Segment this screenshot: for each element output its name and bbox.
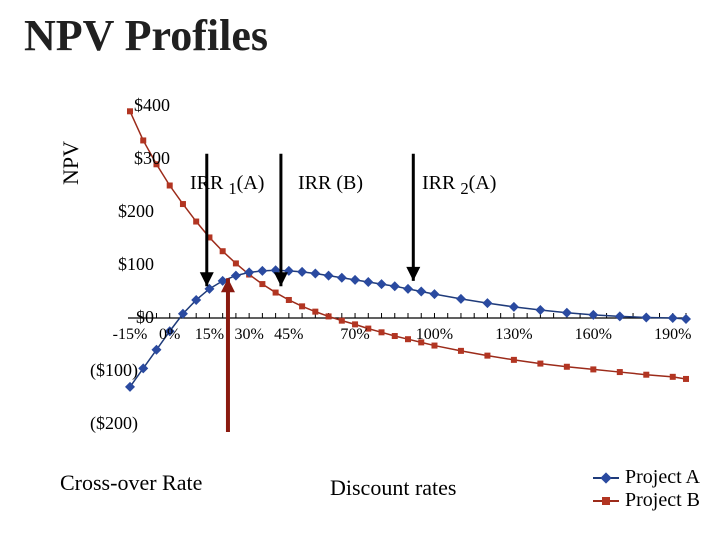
crossover-label: Cross-over Rate <box>60 470 202 496</box>
xaxis-label: Discount rates <box>330 475 456 501</box>
legend-label-b: Project B <box>625 489 700 512</box>
page-title: NPV Profiles <box>24 10 268 61</box>
ytick-100: $100 <box>74 254 154 275</box>
irr2a-label: IRR 2(A) <box>422 172 496 199</box>
irr1a-label: IRR 1(A) <box>190 172 264 199</box>
legend-swatch-b <box>593 495 619 507</box>
legend-label-a: Project A <box>625 466 700 489</box>
slide: NPV Profiles NPV $400 $300 $200 $100 $0 … <box>0 0 720 540</box>
xtick-5: 70% <box>340 326 369 344</box>
irrb-text: IRR (B) <box>298 172 363 194</box>
ytick-n200: ($200) <box>58 413 138 434</box>
xtick-4: 45% <box>274 326 303 344</box>
irrb-label: IRR (B) <box>298 172 363 195</box>
xtick-3: 30% <box>234 326 263 344</box>
xtick-2: 15% <box>195 326 224 344</box>
irr1a-text: IRR 1(A) <box>190 172 264 194</box>
ytick-400: $400 <box>90 95 170 116</box>
ytick-300: $300 <box>90 148 170 169</box>
ytick-0: $0 <box>74 307 154 328</box>
irr2a-text: IRR 2(A) <box>422 172 496 194</box>
xtick-1: 0% <box>159 326 180 344</box>
legend: Project A Project B <box>593 466 700 512</box>
legend-swatch-a <box>593 472 619 484</box>
xtick-7: 130% <box>495 326 532 344</box>
ytick-n100: ($100) <box>58 360 138 381</box>
npv-chart: $400 $300 $200 $100 $0 ($100) ($200) -15… <box>60 100 690 430</box>
xtick-0: -15% <box>113 326 148 344</box>
xtick-6: 100% <box>416 326 453 344</box>
xtick-9: 190% <box>654 326 691 344</box>
legend-row-a: Project A <box>593 466 700 489</box>
xtick-8: 160% <box>575 326 612 344</box>
legend-row-b: Project B <box>593 489 700 512</box>
ytick-200: $200 <box>74 201 154 222</box>
